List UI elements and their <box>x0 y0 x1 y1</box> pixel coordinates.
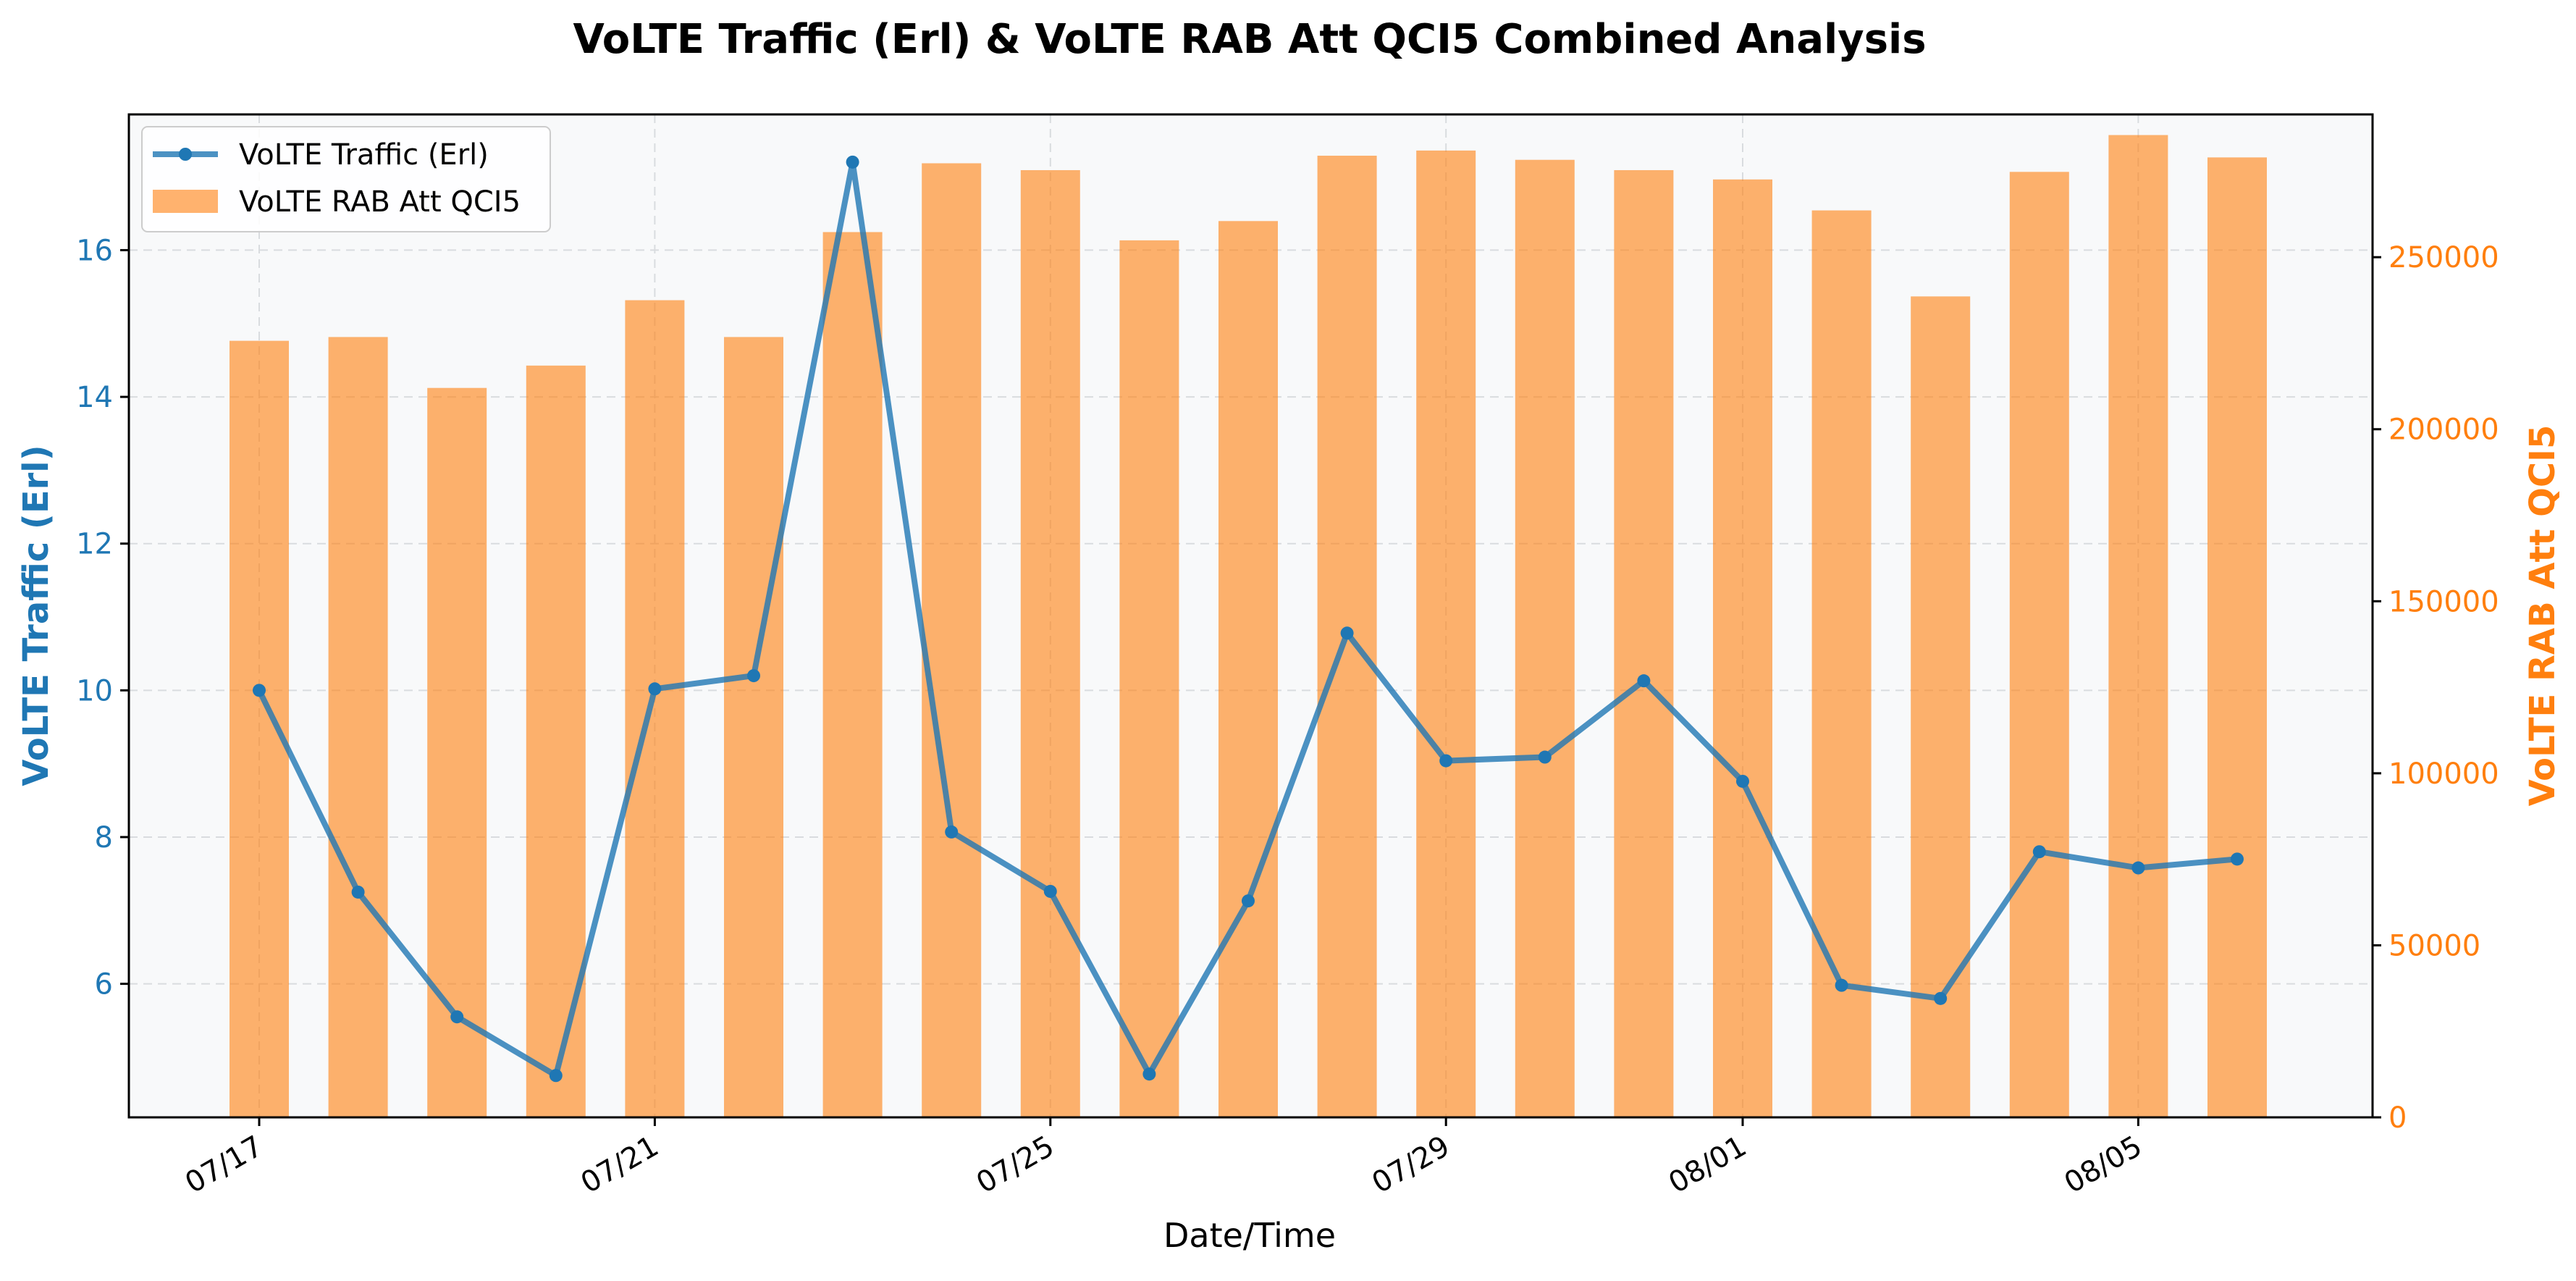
bar-07/22 <box>724 337 783 1118</box>
traffic-point-07/30 <box>1538 750 1552 764</box>
right-tick-label: 200000 <box>2388 413 2499 447</box>
right-tick-label: 50000 <box>2388 929 2480 962</box>
traffic-point-07/27 <box>1242 894 1255 908</box>
left-tick-label: 6 <box>95 968 113 1001</box>
traffic-point-07/18 <box>351 885 365 899</box>
legend: VoLTE Traffic (Erl) VoLTE RAB Att QCI5 <box>141 126 551 232</box>
bar-07/21 <box>625 300 685 1117</box>
plot-frame <box>127 113 2374 1119</box>
traffic-point-07/24 <box>945 825 959 839</box>
traffic-point-07/26 <box>1142 1067 1156 1081</box>
traffic-point-07/22 <box>747 669 760 683</box>
legend-box <box>141 126 551 232</box>
bar-08/02 <box>1811 210 1872 1117</box>
traffic-point-07/20 <box>549 1069 563 1083</box>
left-tick-label: 8 <box>95 821 113 854</box>
bar-07/24 <box>922 163 982 1117</box>
traffic-point-08/03 <box>1934 991 1948 1005</box>
legend-marker-swatch <box>179 148 192 161</box>
legend-label-traffic: VoLTE Traffic (Erl) <box>239 138 489 172</box>
traffic-point-07/19 <box>450 1010 464 1024</box>
bar-08/03 <box>1911 296 1971 1118</box>
bar-07/19 <box>427 387 487 1117</box>
left-tick-label: 16 <box>76 234 113 267</box>
bar-08/01 <box>1713 179 1772 1117</box>
traffic-point-07/25 <box>1043 884 1057 898</box>
left-tick-label: 14 <box>76 381 113 414</box>
right-tick-label: 250000 <box>2388 241 2499 274</box>
traffic-point-07/28 <box>1340 626 1354 640</box>
bar-07/23 <box>822 232 883 1117</box>
legend-label-rab: VoLTE RAB Att QCI5 <box>239 185 521 219</box>
left-tick-label: 12 <box>76 528 113 561</box>
legend-bar-swatch <box>153 190 218 213</box>
bar-layer <box>230 135 2267 1118</box>
traffic-point-07/31 <box>1637 674 1651 688</box>
right-axis-label: VoLTE RAB Att QCI5 <box>2522 425 2563 807</box>
right-tick-label: 100000 <box>2388 757 2499 791</box>
right-axis: 0 50000 100000 150000 200000 250000 <box>2373 241 2499 1135</box>
traffic-point-08/04 <box>2032 845 2046 859</box>
bar-07/27 <box>1218 221 1278 1117</box>
bar-08/04 <box>2009 172 2069 1118</box>
right-tick-label: 150000 <box>2388 585 2499 618</box>
bar-08/05 <box>2108 135 2168 1118</box>
traffic-point-07/21 <box>648 682 662 696</box>
bar-07/30 <box>1515 159 1575 1117</box>
bar-07/29 <box>1416 150 1476 1117</box>
bar-07/31 <box>1614 169 1674 1118</box>
traffic-point-07/29 <box>1439 754 1453 768</box>
left-axis-label: VoLTE Traffic (Erl) <box>16 445 56 786</box>
x-axis-label: Date/Time <box>1163 1216 1336 1255</box>
right-tick-label: 0 <box>2388 1101 2407 1135</box>
traffic-point-08/06 <box>2231 852 2244 866</box>
traffic-point-08/01 <box>1736 774 1749 788</box>
line-layer <box>253 155 2244 1083</box>
bar-07/26 <box>1119 240 1179 1117</box>
bar-08/06 <box>2207 157 2267 1117</box>
left-axis: 6 8 10 12 14 16 <box>76 234 129 1001</box>
left-tick-label: 10 <box>76 674 113 707</box>
bar-07/18 <box>328 337 388 1118</box>
bar-07/25 <box>1020 169 1080 1118</box>
traffic-point-07/17 <box>253 684 266 697</box>
traffic-point-08/02 <box>1835 978 1848 992</box>
traffic-point-07/23 <box>846 155 859 169</box>
chart-title: VoLTE Traffic (Erl) & VoLTE RAB Att QCI5… <box>573 16 1926 63</box>
traffic-point-08/05 <box>2131 861 2145 875</box>
